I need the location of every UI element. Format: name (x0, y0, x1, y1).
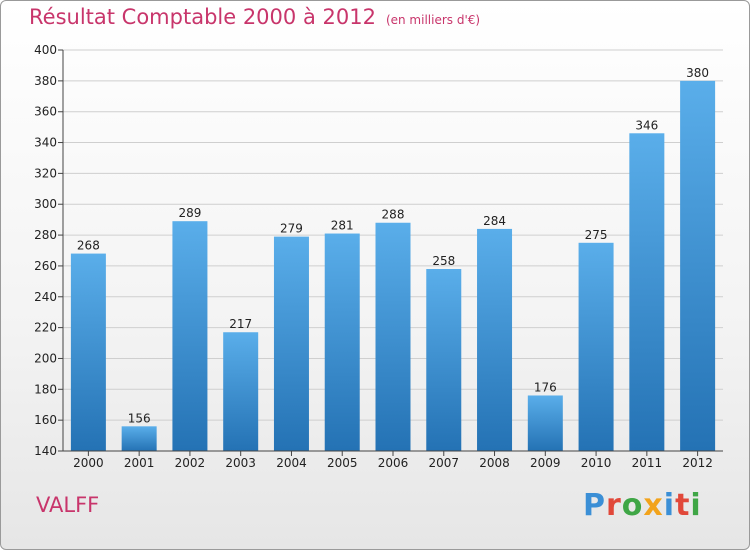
logo-letter: r (606, 488, 622, 523)
logo-letter: x (643, 488, 664, 523)
y-tick-label: 240 (34, 290, 57, 304)
bar (324, 233, 360, 451)
y-tick-label: 380 (34, 74, 57, 88)
bar (527, 395, 563, 451)
data-label: 258 (432, 254, 455, 268)
x-tick-label: 2002 (175, 456, 206, 470)
x-tick-label: 2000 (73, 456, 104, 470)
x-tick-label: 2004 (276, 456, 307, 470)
logo-letter: i (663, 488, 676, 523)
data-label: 281 (331, 219, 354, 233)
x-tick-label: 2003 (225, 456, 256, 470)
logo-letter: o (621, 488, 644, 523)
data-label: 279 (280, 222, 303, 236)
data-label: 288 (382, 208, 405, 222)
data-label: 176 (534, 380, 557, 394)
y-tick-label: 200 (34, 351, 57, 365)
x-tick-label: 2001 (124, 456, 155, 470)
y-tick-label: 320 (34, 166, 57, 180)
x-tick-label: 2008 (479, 456, 510, 470)
y-tick-label: 300 (34, 197, 57, 211)
bar (426, 269, 462, 451)
x-tick-label: 2011 (632, 456, 663, 470)
data-label: 284 (483, 214, 506, 228)
bar (273, 236, 309, 451)
y-tick-label: 360 (34, 105, 57, 119)
data-labels: 268 156 289 217 279 281 288 258 284 176 275 346 380 (77, 66, 709, 425)
bar (477, 228, 513, 451)
bar (172, 221, 208, 451)
y-tick-label: 220 (34, 321, 57, 335)
chart-title: Résultat Comptable 2000 à 2012 (en millie… (29, 5, 480, 29)
bar (121, 426, 157, 451)
y-tick-label: 140 (34, 444, 57, 458)
logo-letter: t (675, 488, 691, 523)
data-label: 268 (77, 239, 100, 253)
y-tick-label: 260 (34, 259, 57, 273)
bar (223, 332, 259, 451)
logo-letter: i (690, 488, 702, 523)
chart-subtitle: (en milliers d'€) (385, 13, 481, 27)
bar (578, 242, 614, 451)
y-tick-label: 280 (34, 228, 57, 242)
x-tick-label: 2007 (428, 456, 459, 470)
data-label: 275 (585, 228, 608, 242)
data-label: 156 (128, 411, 151, 425)
y-tick-label: 180 (34, 382, 57, 396)
x-tick-label: 2012 (682, 456, 713, 470)
y-tick-label: 340 (34, 136, 57, 150)
bar (375, 222, 411, 451)
x-tick-label: 2006 (378, 456, 409, 470)
data-label: 289 (178, 206, 201, 220)
bars (70, 80, 716, 452)
y-tick-label: 400 (34, 43, 57, 57)
axes: 140 160 180 200 220 240 260 280 300 320 340 360 380 4… (34, 43, 723, 470)
data-label: 217 (229, 317, 252, 331)
place-name: VALFF (36, 493, 100, 517)
data-label: 380 (686, 66, 709, 80)
logo-letter: P (583, 488, 606, 523)
y-tick-label: 160 (34, 413, 57, 427)
bar (629, 133, 665, 452)
bar (70, 253, 106, 451)
x-tick-label: 2005 (327, 456, 358, 470)
proxiti-logo[interactable]: Proxiti (583, 488, 702, 523)
x-tick-label: 2010 (581, 456, 612, 470)
data-label: 346 (635, 118, 658, 132)
x-tick-label: 2009 (530, 456, 561, 470)
bar (680, 80, 716, 451)
chart-title-text: Résultat Comptable 2000 à 2012 (29, 5, 376, 29)
